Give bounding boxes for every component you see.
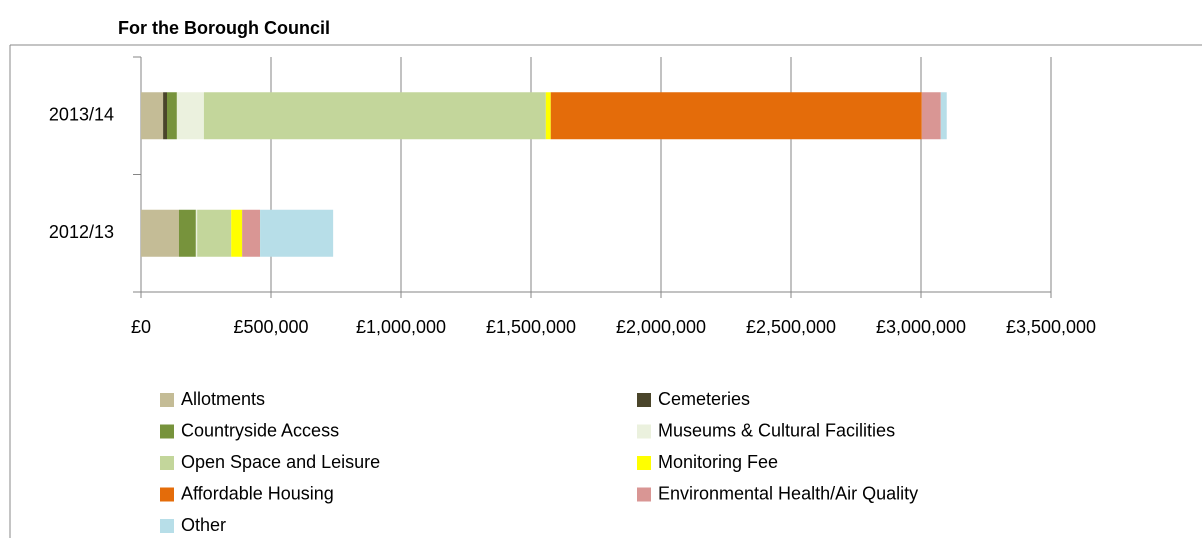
- legend-swatch: [160, 487, 174, 502]
- bar-segment: [167, 92, 177, 140]
- x-tick-label: £2,500,000: [746, 317, 836, 337]
- bar-segment: [940, 92, 947, 140]
- x-tick-label: £500,000: [233, 317, 308, 337]
- bar-segment: [176, 92, 204, 140]
- legend-swatch: [160, 393, 174, 407]
- bar-segment: [545, 92, 551, 140]
- bar-segment: [231, 209, 243, 257]
- bar-segment: [550, 92, 922, 140]
- x-tick-label: £1,500,000: [486, 317, 576, 337]
- bar-segment: [260, 209, 334, 257]
- legend-label: Allotments: [181, 389, 265, 409]
- bar-segment: [178, 209, 196, 257]
- bar-segment: [141, 92, 164, 140]
- legend-label: Monitoring Fee: [658, 452, 778, 472]
- bar-segment: [203, 92, 546, 140]
- legend-swatch: [637, 393, 651, 407]
- legend-swatch: [160, 424, 174, 439]
- legend-label: Other: [181, 515, 226, 535]
- legend-label: Countryside Access: [181, 420, 339, 440]
- legend-swatch: [637, 424, 651, 439]
- bar-segment: [163, 92, 167, 140]
- bar-segment: [921, 92, 941, 140]
- chart-title: For the Borough Council: [118, 18, 330, 38]
- bar-segment: [197, 209, 232, 257]
- x-tick-label: £2,000,000: [616, 317, 706, 337]
- x-tick-label: £3,000,000: [876, 317, 966, 337]
- bar-segment: [141, 209, 179, 257]
- legend-swatch: [637, 487, 651, 502]
- legend-label: Environmental Health/Air Quality: [658, 483, 918, 503]
- legend-swatch: [160, 456, 174, 470]
- bar-segment: [195, 209, 198, 257]
- legend-label: Open Space and Leisure: [181, 452, 380, 472]
- legend-swatch: [637, 456, 651, 470]
- legend-label: Affordable Housing: [181, 483, 334, 503]
- legend-swatch: [160, 519, 174, 533]
- x-tick-label: £1,000,000: [356, 317, 446, 337]
- y-tick-label: 2012/13: [49, 222, 114, 242]
- x-tick-label: £0: [131, 317, 151, 337]
- y-tick-label: 2013/14: [49, 105, 114, 125]
- x-tick-label: £3,500,000: [1006, 317, 1096, 337]
- legend-label: Museums & Cultural Facilities: [658, 420, 895, 440]
- legend-label: Cemeteries: [658, 389, 750, 409]
- bar-segment: [242, 209, 261, 257]
